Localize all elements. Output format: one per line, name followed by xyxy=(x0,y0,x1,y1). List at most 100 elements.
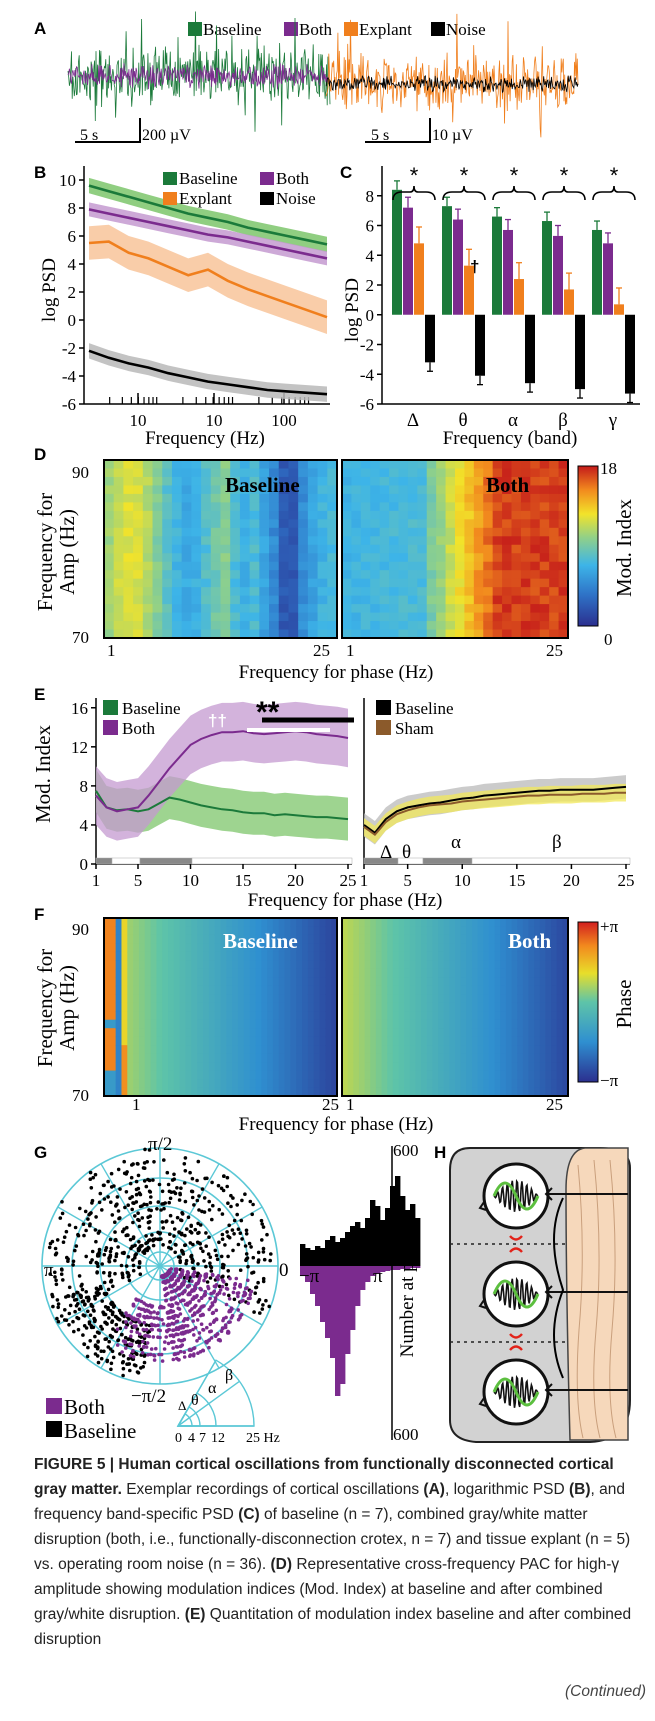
panel-label-c: C xyxy=(340,163,352,182)
g-dot-baseline xyxy=(204,1244,208,1248)
g-hist-bottom: 600 xyxy=(393,1425,419,1444)
g-dot-baseline xyxy=(147,1226,151,1230)
c-ytick: -6 xyxy=(360,395,374,414)
g-dot-baseline xyxy=(141,1166,146,1170)
f-title-baseline: Baseline xyxy=(223,929,298,953)
g-hist-ylabel: Number at phase xyxy=(397,1229,418,1358)
g-dot-baseline xyxy=(88,1339,92,1343)
g-dot-baseline xyxy=(103,1312,108,1317)
g-dot-baseline xyxy=(121,1373,125,1378)
g-dot-both xyxy=(189,1348,193,1352)
g-hist-bar-both xyxy=(380,1266,386,1272)
g-dot-both xyxy=(214,1308,219,1313)
g-dot-baseline xyxy=(82,1324,87,1328)
g-dot-both xyxy=(141,1327,146,1332)
g-dot-both xyxy=(144,1345,149,1349)
g-dot-baseline xyxy=(215,1257,220,1262)
g-dot-baseline xyxy=(107,1273,112,1278)
g-dot-baseline xyxy=(258,1311,262,1315)
g-polar-pi2: π/2 xyxy=(148,1134,172,1155)
g-dot-baseline xyxy=(220,1212,225,1216)
g-dot-baseline xyxy=(226,1234,230,1239)
g-dot-both xyxy=(169,1278,173,1282)
g-dot-baseline xyxy=(100,1299,104,1303)
g-hist-bar-both xyxy=(385,1266,391,1271)
g-dot-both xyxy=(164,1298,169,1303)
g-dot-baseline xyxy=(146,1215,150,1220)
g-dot-baseline xyxy=(175,1215,180,1220)
g-dot-both xyxy=(235,1291,240,1296)
g-dot-baseline xyxy=(50,1292,54,1297)
c-bar-both xyxy=(453,219,463,315)
panel-h-schematic xyxy=(449,1147,631,1443)
g-dot-baseline xyxy=(206,1252,211,1256)
g-dot-baseline xyxy=(260,1238,264,1242)
g-dot-baseline xyxy=(124,1190,129,1194)
g-dot-baseline xyxy=(216,1183,221,1188)
g-dot-both xyxy=(157,1352,161,1357)
legend-label-noise: Noise xyxy=(446,20,486,39)
g-dot-baseline xyxy=(152,1160,156,1164)
c-ytick: 6 xyxy=(366,217,375,236)
c-ytick: -4 xyxy=(360,365,375,384)
g-dot-baseline xyxy=(100,1327,104,1331)
g-dot-baseline xyxy=(108,1253,113,1257)
e-legend-baseline-r: Baseline xyxy=(395,699,454,718)
f-ytick-70: 70 xyxy=(72,1086,89,1105)
g-dot-baseline xyxy=(208,1264,213,1269)
g-dot-both xyxy=(228,1276,232,1281)
g-dot-baseline xyxy=(96,1340,100,1344)
g-dot-baseline xyxy=(88,1177,93,1181)
e-legend-both: Both xyxy=(122,719,156,738)
g-dot-baseline xyxy=(259,1218,264,1223)
g-dot-both xyxy=(188,1292,192,1297)
g-dot-baseline xyxy=(178,1192,182,1197)
g-dot-baseline xyxy=(167,1200,171,1205)
g-dot-baseline xyxy=(64,1229,69,1234)
g-hist-bar-baseline xyxy=(325,1240,331,1266)
c-bar-baseline xyxy=(492,216,502,315)
g-dot-baseline xyxy=(131,1162,135,1166)
g-dot-baseline xyxy=(126,1357,131,1361)
g-hist-bar-baseline xyxy=(385,1208,391,1266)
g-dot-baseline xyxy=(72,1329,76,1334)
g-dot-both xyxy=(218,1338,222,1342)
g-dot-baseline xyxy=(133,1214,137,1218)
g-dot-baseline xyxy=(111,1327,115,1331)
g-dot-both xyxy=(215,1275,219,1280)
g-dot-both xyxy=(174,1332,178,1337)
g-dot-both xyxy=(194,1303,198,1308)
g-dot-baseline xyxy=(197,1194,201,1198)
g-hist-negpi: −π xyxy=(299,1266,320,1287)
g-dot-baseline xyxy=(136,1248,141,1253)
g-dot-both xyxy=(131,1349,135,1354)
g-dot-baseline xyxy=(136,1217,140,1222)
g-hist-bar-both xyxy=(365,1266,371,1282)
g-dot-both xyxy=(196,1309,200,1313)
g-dot-baseline xyxy=(172,1227,177,1231)
e-xtick: 5 xyxy=(134,871,143,890)
legend-swatch-both xyxy=(284,22,298,36)
g-hist-bar-both xyxy=(300,1266,306,1276)
g-dot-both xyxy=(186,1284,191,1288)
g-dot-both xyxy=(174,1270,179,1275)
g-dot-baseline xyxy=(199,1246,203,1251)
g-dot-both xyxy=(163,1286,168,1291)
h-synapse-break xyxy=(509,1235,523,1253)
panel-a-legend: Baseline Both Explant Noise xyxy=(188,20,486,39)
g-dot-baseline xyxy=(166,1182,171,1187)
g-dot-baseline xyxy=(243,1244,248,1248)
g-dot-baseline xyxy=(147,1178,152,1183)
g-dot-both xyxy=(152,1358,157,1362)
g-dot-baseline xyxy=(71,1259,76,1264)
g-dot-baseline xyxy=(121,1275,125,1280)
g-dot-both xyxy=(160,1318,164,1322)
g-dot-baseline xyxy=(148,1238,152,1242)
g-dot-both xyxy=(236,1308,240,1312)
g-dot-baseline xyxy=(118,1326,123,1331)
g-dot-baseline xyxy=(88,1313,93,1317)
g-dot-both xyxy=(182,1279,186,1283)
g-dot-baseline xyxy=(224,1282,229,1287)
g-dot-both xyxy=(152,1323,157,1327)
g-dot-baseline xyxy=(208,1276,213,1280)
